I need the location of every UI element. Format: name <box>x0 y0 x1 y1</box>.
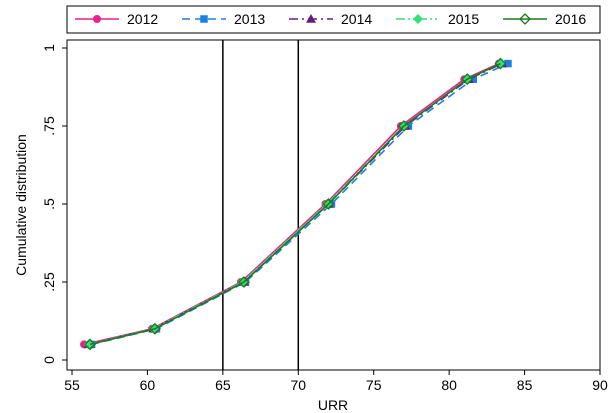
data-point-2016 <box>461 73 474 86</box>
legend-marker <box>413 14 423 24</box>
legend-item-2014: 2014 <box>289 11 372 27</box>
y-tick-label: 1 <box>41 44 57 52</box>
y-tick-label: .25 <box>41 272 57 292</box>
legend-item-2012: 2012 <box>75 11 158 27</box>
legend-label: 2016 <box>555 11 586 27</box>
legend-marker <box>200 15 208 23</box>
data-point-2016 <box>84 338 97 351</box>
y-tick-label: 0 <box>41 356 57 364</box>
series-line-2016 <box>89 62 501 346</box>
series-2016 <box>84 57 507 351</box>
reference-lines <box>222 40 300 370</box>
x-axis: 55 60 65 70 75 80 85 90 <box>64 370 608 393</box>
data-point-2016 <box>494 57 507 70</box>
legend-item-2013: 2013 <box>182 11 265 27</box>
data-point-2016 <box>322 198 335 210</box>
legend: 2012 2013 2014 2015 2016 <box>66 5 601 34</box>
x-axis-title: URR <box>318 397 348 413</box>
x-tick-label: 85 <box>517 377 533 393</box>
plot-area <box>66 39 601 371</box>
data-point-2013 <box>504 59 512 68</box>
x-tick-label: 60 <box>140 377 156 393</box>
y-tick-label: .5 <box>41 198 57 210</box>
data-point-2015 <box>321 199 332 209</box>
data-point-2013 <box>469 75 478 83</box>
data-point-2016 <box>149 322 161 335</box>
legend-label: 2013 <box>234 11 265 27</box>
legend-marker <box>519 13 531 25</box>
legend-item-2015: 2015 <box>396 11 479 27</box>
x-tick-label: 75 <box>366 377 382 393</box>
legend-item-2016: 2016 <box>503 11 586 27</box>
y-axis-title: Cumulative distribution <box>13 134 29 276</box>
legend-marker <box>93 15 101 23</box>
legend-label: 2015 <box>448 11 479 27</box>
x-tick-label: 70 <box>290 377 306 393</box>
legend-marker <box>306 14 316 23</box>
series-layer <box>80 57 512 351</box>
x-tick-label: 80 <box>441 377 457 393</box>
x-tick-label: 55 <box>64 377 80 393</box>
x-tick-label: 65 <box>215 377 231 393</box>
x-tick-label: 90 <box>592 377 608 393</box>
legend-label: 2012 <box>127 11 158 27</box>
data-point-2016 <box>238 276 250 288</box>
data-point-2015 <box>83 339 94 350</box>
y-tick-label: .75 <box>41 116 57 136</box>
y-axis: 0 .25 .5 .75 1 <box>41 44 67 364</box>
legend-label: 2014 <box>341 11 372 27</box>
data-point-2016 <box>397 120 410 132</box>
